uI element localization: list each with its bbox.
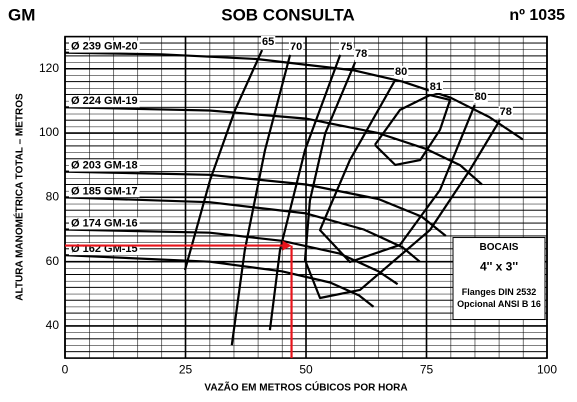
efficiency-curve [303, 61, 501, 300]
label-bg [428, 81, 443, 94]
right-title: nº 1035 [509, 7, 565, 24]
label-bg [69, 185, 140, 198]
efficiency-curve [318, 79, 476, 264]
x-tick-label: 100 [537, 362, 557, 376]
label-bg [498, 106, 513, 119]
impeller-label: Ø 174 GM-16 [71, 217, 138, 229]
impeller-curve [64, 196, 421, 263]
impeller-label: Ø 203 GM-18 [71, 160, 138, 172]
operating-point-arrow [282, 240, 292, 251]
efficiency-label: 81 [430, 81, 442, 93]
box-line2: Opcional ANSI B 16 [457, 299, 541, 309]
efficiency-curve [230, 54, 292, 346]
efficiency-label: 78 [500, 106, 512, 118]
box-size: 4'' x 3'' [480, 260, 518, 274]
efficiency-label: 70 [290, 41, 302, 53]
x-tick-label: 0 [62, 362, 69, 376]
efficiency-curve [374, 94, 452, 166]
nozzle-box [452, 237, 546, 321]
plot-frame [64, 35, 548, 359]
impeller-curve [64, 254, 375, 308]
y-tick-label: 40 [46, 318, 60, 332]
impeller-label: Ø 185 GM-17 [71, 185, 138, 197]
impeller-curve [64, 228, 399, 286]
y-axis-label: ALTURA MANOMÉTRICA TOTAL – METROS [13, 93, 26, 301]
y-tick-label: 100 [39, 125, 59, 139]
efficiency-curve [183, 49, 264, 271]
box-title: BOCAIS [480, 242, 519, 253]
label-bg [473, 90, 488, 103]
impeller-curve [64, 51, 524, 141]
chart-title: SOB CONSULTA [221, 5, 354, 24]
left-title: GM [8, 5, 35, 24]
x-tick-label: 25 [179, 362, 193, 376]
box-line1: Flanges DIN 2532 [462, 287, 537, 297]
y-tick-label: 80 [46, 190, 60, 204]
label-bg [339, 40, 354, 53]
label-bg [69, 95, 140, 108]
x-tick-label: 50 [299, 362, 313, 376]
label-bg [69, 40, 140, 53]
impeller-curve [64, 170, 447, 237]
efficiency-label: 78 [355, 48, 367, 60]
label-bg [69, 159, 140, 172]
efficiency-label: 75 [340, 41, 352, 53]
label-bg [394, 65, 409, 78]
x-tick-label: 75 [420, 362, 434, 376]
efficiency-label: 80 [395, 66, 407, 78]
efficiency-label: 80 [475, 91, 487, 103]
impeller-label: Ø 224 GM-19 [71, 95, 138, 107]
label-bg [69, 217, 140, 230]
efficiency-label: 65 [262, 36, 274, 48]
y-tick-label: 60 [46, 254, 60, 268]
efficiency-curve [268, 54, 342, 331]
x-axis-label: VAZÃO EM METROS CÚBICOS POR HORA [204, 381, 407, 394]
label-bg [288, 40, 304, 53]
impeller-curve [64, 106, 483, 186]
label-bg [261, 36, 276, 49]
impeller-label: Ø 239 GM-20 [71, 41, 138, 53]
y-tick-label: 120 [39, 61, 59, 75]
label-bg [354, 47, 369, 60]
